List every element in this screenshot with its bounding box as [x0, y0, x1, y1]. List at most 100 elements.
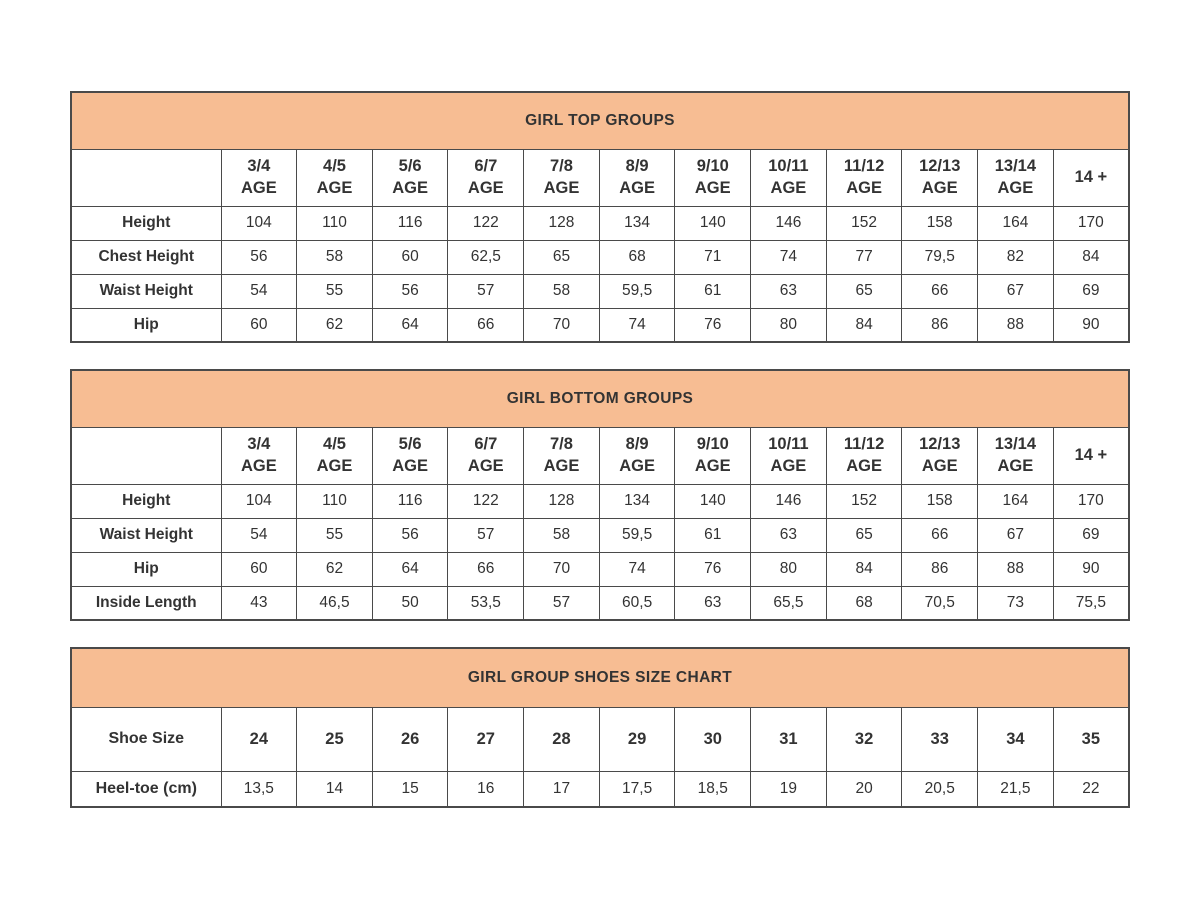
value-cell: 65 [825, 273, 903, 309]
age-header-row: 3/4 AGE 4/5 AGE 5/6 AGE 6/7 AGE 7/8 AGE 8/9 A… [70, 148, 1130, 207]
value-cell: 66 [901, 517, 979, 553]
value-cell: 14 [296, 770, 373, 808]
age-column-header: 6/7 AGE [447, 148, 525, 207]
value-cell: 128 [523, 483, 600, 519]
value-cell: 34 [977, 706, 1054, 772]
row-label: Hip [70, 307, 222, 343]
row-label: Shoe Size [70, 706, 222, 772]
value-cell: 80 [750, 551, 827, 587]
value-cell: 17 [523, 770, 600, 808]
table-row: Hip 60 62 64 66 70 74 76 80 84 86 88 90 [70, 551, 1130, 587]
value-cell: 134 [598, 483, 676, 519]
table-girl-top-groups: GIRL TOP GROUPS 3/4 AGE 4/5 AGE 5/6 AGE 6/7 … [70, 91, 1130, 343]
value-cell: 146 [750, 205, 827, 241]
corner-cell [70, 148, 222, 207]
value-cell: 18,5 [674, 770, 752, 808]
value-cell: 140 [674, 205, 752, 241]
value-cell: 152 [825, 483, 903, 519]
age-column-header: 4/5 AGE [296, 426, 373, 485]
value-cell: 56 [371, 517, 449, 553]
value-cell: 63 [674, 585, 752, 621]
value-cell: 70 [523, 307, 600, 343]
value-cell: 84 [825, 307, 903, 343]
age-column-header: 12/13 AGE [901, 426, 979, 485]
table-row: Height 104 110 116 122 128 134 140 146 152 158 164 1… [70, 483, 1130, 519]
value-cell: 32 [825, 706, 903, 772]
age-column-header: 10/11 AGE [750, 426, 827, 485]
value-cell: 104 [220, 483, 298, 519]
value-cell: 54 [220, 517, 298, 553]
size-charts-container: GIRL TOP GROUPS 3/4 AGE 4/5 AGE 5/6 AGE 6/7 … [70, 91, 1130, 808]
age-column-header: 9/10 AGE [674, 426, 752, 485]
row-label: Waist Height [70, 273, 222, 309]
table-row: Inside Length 43 46,5 50 53,5 57 60,5 63 65,5 68 7… [70, 585, 1130, 621]
age-column-header: 14 + [1052, 148, 1130, 207]
value-cell: 90 [1052, 307, 1130, 343]
value-cell: 15 [371, 770, 449, 808]
value-cell: 79,5 [901, 239, 979, 275]
age-column-header: 3/4 AGE [220, 426, 298, 485]
value-cell: 43 [220, 585, 298, 621]
table-title: GIRL TOP GROUPS [70, 91, 1130, 150]
value-cell: 59,5 [598, 273, 676, 309]
row-label: Height [70, 205, 222, 241]
table-girl-bottom-groups: GIRL BOTTOM GROUPS 3/4 AGE 4/5 AGE 5/6 AGE 6… [70, 369, 1130, 621]
table-row: Height 104 110 116 122 128 134 140 146 152 158 164 1… [70, 205, 1130, 241]
value-cell: 67 [977, 517, 1054, 553]
value-cell: 69 [1052, 517, 1130, 553]
value-cell: 57 [447, 517, 525, 553]
value-cell: 58 [296, 239, 373, 275]
value-cell: 60 [220, 307, 298, 343]
age-column-header: 3/4 AGE [220, 148, 298, 207]
value-cell: 46,5 [296, 585, 373, 621]
value-cell: 56 [371, 273, 449, 309]
value-cell: 128 [523, 205, 600, 241]
value-cell: 61 [674, 517, 752, 553]
value-cell: 26 [371, 706, 449, 772]
row-label: Inside Length [70, 585, 222, 621]
value-cell: 146 [750, 483, 827, 519]
value-cell: 122 [447, 483, 525, 519]
value-cell: 116 [371, 205, 449, 241]
value-cell: 55 [296, 273, 373, 309]
value-cell: 158 [901, 483, 979, 519]
row-label: Hip [70, 551, 222, 587]
value-cell: 27 [447, 706, 525, 772]
row-label: Heel-toe (cm) [70, 770, 222, 808]
age-column-header: 11/12 AGE [825, 426, 903, 485]
value-cell: 65 [523, 239, 600, 275]
table-row: Waist Height 54 55 56 57 58 59,5 61 63 65 66 67 69 [70, 517, 1130, 553]
value-cell: 57 [523, 585, 600, 621]
row-label: Height [70, 483, 222, 519]
value-cell: 55 [296, 517, 373, 553]
value-cell: 60,5 [598, 585, 676, 621]
value-cell: 66 [901, 273, 979, 309]
value-cell: 65,5 [750, 585, 827, 621]
value-cell: 77 [825, 239, 903, 275]
value-cell: 80 [750, 307, 827, 343]
value-cell: 62 [296, 551, 373, 587]
table-row: Shoe Size 24 25 26 27 28 29 30 31 32 33 34 35 [70, 706, 1130, 772]
value-cell: 20 [825, 770, 903, 808]
value-cell: 88 [977, 551, 1054, 587]
age-column-header: 6/7 AGE [447, 426, 525, 485]
value-cell: 60 [220, 551, 298, 587]
value-cell: 74 [750, 239, 827, 275]
value-cell: 22 [1052, 770, 1130, 808]
value-cell: 13,5 [220, 770, 298, 808]
value-cell: 74 [598, 307, 676, 343]
value-cell: 16 [447, 770, 525, 808]
value-cell: 64 [371, 551, 449, 587]
age-column-header: 7/8 AGE [523, 148, 600, 207]
value-cell: 21,5 [977, 770, 1054, 808]
value-cell: 66 [447, 307, 525, 343]
value-cell: 158 [901, 205, 979, 241]
value-cell: 84 [825, 551, 903, 587]
row-label: Waist Height [70, 517, 222, 553]
value-cell: 104 [220, 205, 298, 241]
age-column-header: 8/9 AGE [598, 148, 676, 207]
value-cell: 56 [220, 239, 298, 275]
value-cell: 82 [977, 239, 1054, 275]
value-cell: 60 [371, 239, 449, 275]
value-cell: 116 [371, 483, 449, 519]
